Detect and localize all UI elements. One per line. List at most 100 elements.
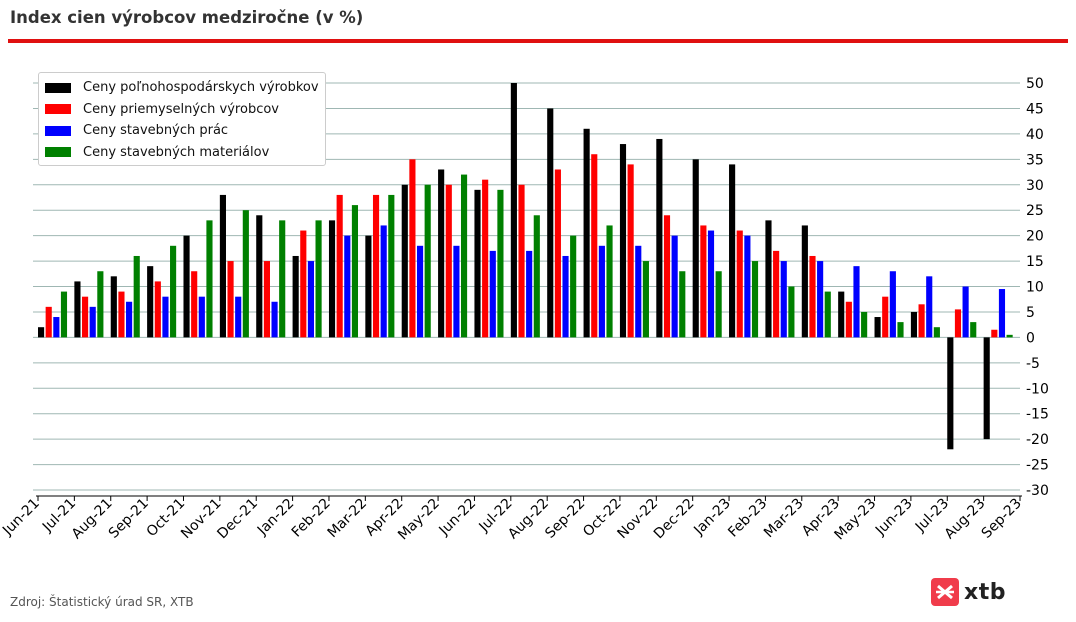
bar xyxy=(242,210,249,338)
bar xyxy=(533,215,540,338)
y-tick-label: -15 xyxy=(1026,407,1049,423)
bar xyxy=(45,306,52,338)
bar xyxy=(409,159,416,338)
bar xyxy=(518,184,525,338)
bar xyxy=(570,235,577,338)
legend-label: Ceny stavebných prác xyxy=(83,123,229,139)
bar xyxy=(845,301,852,338)
bar xyxy=(715,271,722,338)
bar xyxy=(206,220,213,338)
bar xyxy=(118,291,125,338)
bar xyxy=(918,304,925,338)
bar xyxy=(474,189,481,338)
legend-item: Ceny priemyselných výrobcov xyxy=(45,99,319,121)
bar xyxy=(642,261,649,338)
bar xyxy=(38,327,45,338)
bar xyxy=(292,255,299,338)
chart-title: Index cien výrobcov medziročne (v %) xyxy=(10,8,364,27)
legend-item: Ceny stavebných materiálov xyxy=(45,142,319,164)
bar xyxy=(853,266,860,338)
bar xyxy=(656,138,663,338)
bar xyxy=(424,184,431,338)
bar xyxy=(954,309,962,338)
bar xyxy=(998,289,1006,338)
bar xyxy=(861,311,868,338)
x-tick-label: Feb-23 xyxy=(725,496,770,541)
bar xyxy=(744,235,751,338)
legend-label: Ceny stavebných materiálov xyxy=(83,144,270,160)
bar xyxy=(191,271,198,338)
x-tick-label: Sep-22 xyxy=(542,496,588,542)
bar xyxy=(336,194,343,338)
bar xyxy=(489,250,496,338)
bar xyxy=(279,220,286,338)
bar xyxy=(365,235,372,338)
bar xyxy=(53,317,60,338)
x-tick-label: Aug-23 xyxy=(942,496,989,543)
bar xyxy=(962,286,969,338)
y-tick-label: -10 xyxy=(1026,381,1049,397)
x-tick-label: Dec-22 xyxy=(651,496,698,543)
bar xyxy=(416,245,424,338)
bar xyxy=(74,281,81,338)
source-note: Zdroj: Štatistický úrad SR, XTB xyxy=(10,595,194,609)
y-tick-label: 35 xyxy=(1026,152,1044,168)
bar xyxy=(271,301,278,338)
y-tick-label: 45 xyxy=(1026,101,1044,117)
bar xyxy=(438,169,445,338)
bar xyxy=(147,266,154,338)
y-tick-label: 50 xyxy=(1026,76,1044,92)
x-tick-label: Aug-22 xyxy=(505,496,552,543)
bar xyxy=(126,301,133,338)
bar xyxy=(227,261,234,338)
bar xyxy=(315,220,322,338)
bar xyxy=(838,291,845,338)
bar xyxy=(663,215,671,338)
bar xyxy=(897,322,904,338)
xtb-logo: xtb xyxy=(931,578,1006,606)
bar xyxy=(598,245,605,338)
legend: Ceny poľnohospodárskych výrobkov Ceny pri… xyxy=(38,72,326,166)
bar xyxy=(729,164,736,338)
bar xyxy=(562,255,569,338)
bar xyxy=(606,225,613,338)
bar xyxy=(60,291,68,338)
y-tick-label: -5 xyxy=(1026,356,1040,372)
xtb-logo-icon xyxy=(931,578,959,606)
y-tick-label: -30 xyxy=(1026,483,1049,499)
bar xyxy=(110,276,117,338)
bar xyxy=(300,230,307,338)
bar xyxy=(453,245,460,338)
bar xyxy=(591,154,598,338)
legend-item: Ceny stavebných prác xyxy=(45,120,319,142)
bar xyxy=(926,276,933,338)
bar xyxy=(510,83,517,338)
bar xyxy=(635,245,642,338)
bar xyxy=(198,296,205,338)
bar xyxy=(801,225,808,338)
bar xyxy=(162,296,169,338)
bar xyxy=(970,322,977,338)
legend-label: Ceny priemyselných výrobcov xyxy=(83,101,279,117)
legend-label: Ceny poľnohospodárskych výrobkov xyxy=(83,80,319,96)
title-rule xyxy=(8,39,1068,43)
x-tick-label: Jun-21 xyxy=(0,496,43,540)
y-tick-label: 5 xyxy=(1026,305,1035,321)
bar xyxy=(788,286,795,338)
bar xyxy=(809,255,816,338)
bar xyxy=(344,235,351,338)
x-tick-label: Dec-21 xyxy=(214,496,261,543)
bar xyxy=(889,271,896,338)
bar xyxy=(780,261,787,338)
y-tick-label: -25 xyxy=(1026,458,1049,474)
bar xyxy=(547,108,554,338)
x-tick-label: Sep-21 xyxy=(106,496,152,542)
legend-swatch xyxy=(45,104,71,115)
bar xyxy=(445,184,452,338)
xtb-logo-text: xtb xyxy=(964,579,1006,605)
bar xyxy=(707,230,715,338)
bar xyxy=(328,220,336,338)
bar xyxy=(401,184,408,338)
bar xyxy=(627,164,634,338)
